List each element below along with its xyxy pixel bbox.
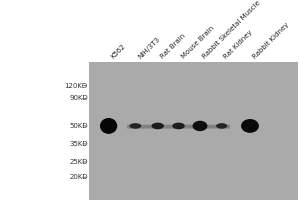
Text: Rat Kidney: Rat Kidney [223, 29, 254, 60]
Text: 20KD: 20KD [69, 174, 88, 180]
Ellipse shape [193, 121, 207, 131]
FancyArrow shape [82, 85, 87, 86]
FancyArrow shape [82, 143, 87, 144]
FancyArrow shape [82, 161, 87, 162]
FancyArrow shape [82, 177, 87, 178]
Text: NIH/3T3: NIH/3T3 [137, 36, 161, 60]
Text: Rabbit Skeletal Muscle: Rabbit Skeletal Muscle [202, 0, 262, 60]
Text: 50KD: 50KD [69, 123, 88, 129]
FancyBboxPatch shape [127, 125, 230, 129]
Bar [89, 62, 298, 200]
FancyArrow shape [82, 98, 87, 99]
FancyArrow shape [82, 125, 87, 126]
Text: Rabbit Kidney: Rabbit Kidney [251, 22, 290, 60]
Ellipse shape [216, 123, 227, 129]
Text: 90KD: 90KD [69, 95, 88, 101]
Text: Mouse Brain: Mouse Brain [180, 25, 215, 60]
Ellipse shape [172, 123, 185, 129]
Text: 25KD: 25KD [69, 159, 88, 165]
Text: Rat Brain: Rat Brain [159, 33, 186, 60]
Text: 120KD: 120KD [65, 83, 88, 89]
Ellipse shape [100, 118, 117, 134]
Ellipse shape [152, 123, 164, 129]
Text: K562: K562 [110, 43, 127, 60]
Text: 35KD: 35KD [69, 141, 88, 147]
Ellipse shape [241, 119, 259, 133]
Ellipse shape [130, 123, 141, 129]
